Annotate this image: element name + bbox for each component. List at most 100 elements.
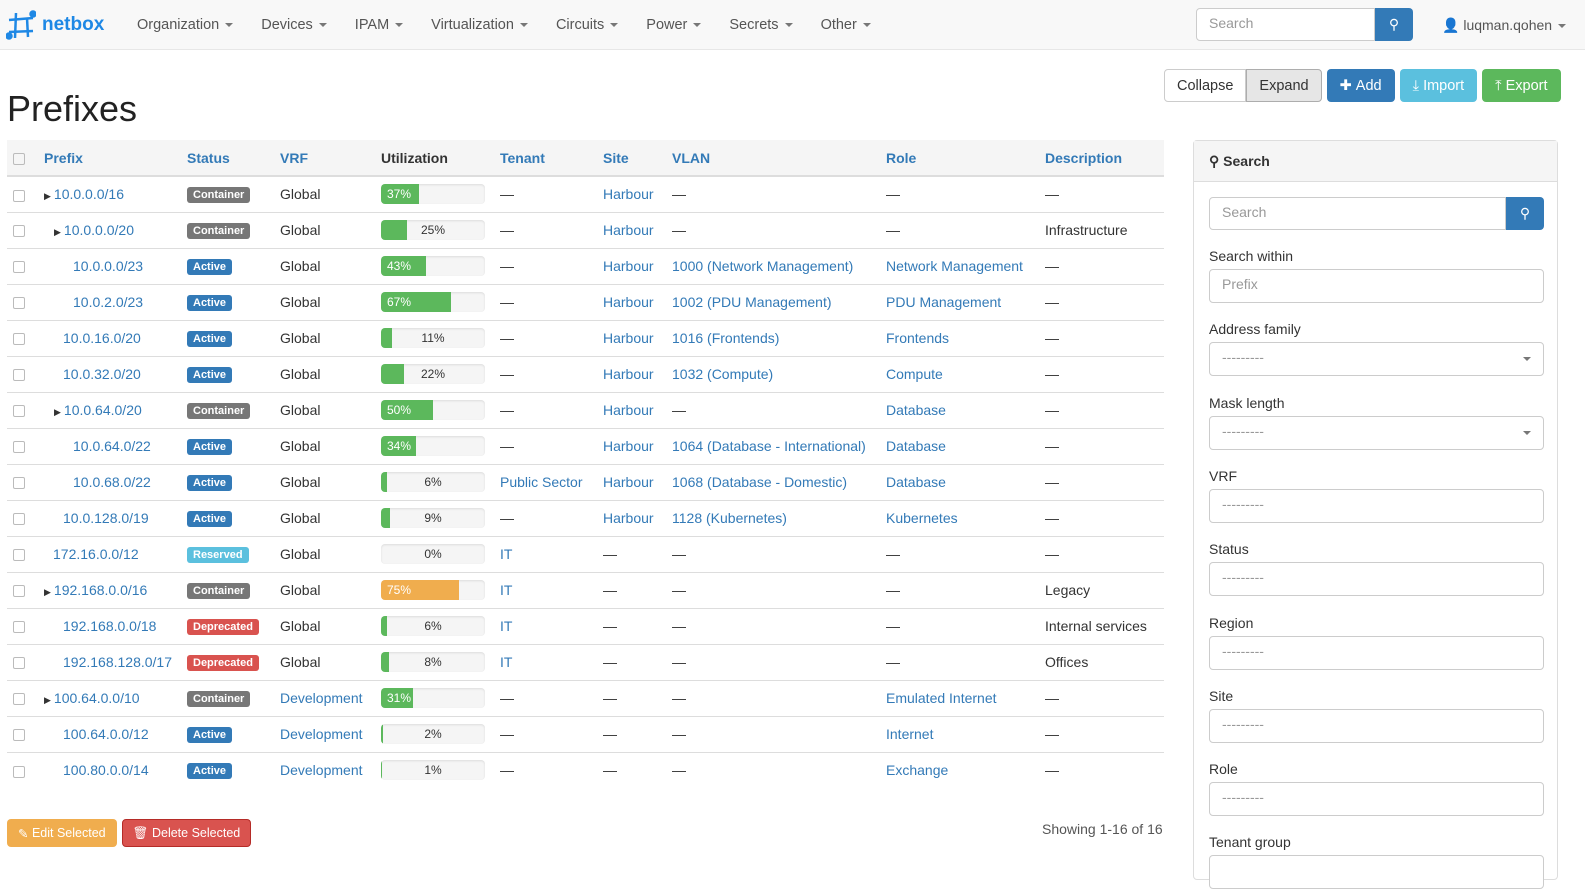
- prefix-link[interactable]: 10.0.0.0/23: [73, 258, 144, 274]
- row-checkbox[interactable]: [13, 297, 25, 310]
- role-link[interactable]: Kubernetes: [886, 510, 958, 526]
- site-link[interactable]: Harbour: [603, 366, 654, 382]
- column-tenant[interactable]: Tenant: [500, 140, 603, 177]
- sidebar-search-button[interactable]: ⚲: [1506, 197, 1544, 230]
- prefix-link[interactable]: 192.168.0.0/16: [53, 582, 148, 598]
- prefix-link[interactable]: 10.0.32.0/20: [63, 366, 141, 382]
- sidebar-search-input[interactable]: Search: [1209, 197, 1506, 230]
- row-checkbox[interactable]: [13, 621, 25, 634]
- prefix-link[interactable]: 10.0.16.0/20: [63, 330, 141, 346]
- column-role[interactable]: Role: [886, 140, 1045, 177]
- row-checkbox[interactable]: [13, 693, 25, 706]
- row-checkbox[interactable]: [13, 369, 25, 382]
- add-button[interactable]: ✚ Add: [1326, 69, 1395, 102]
- role-link[interactable]: Database: [886, 402, 946, 418]
- row-checkbox[interactable]: [13, 549, 25, 562]
- filter-mask-length-input[interactable]: ---------: [1209, 415, 1544, 450]
- site-link[interactable]: Harbour: [603, 438, 654, 454]
- column-prefix[interactable]: Prefix: [44, 140, 187, 177]
- prefix-link[interactable]: 10.0.68.0/22: [73, 474, 151, 490]
- export-button[interactable]: ⤒ Export: [1482, 69, 1561, 102]
- vlan-link[interactable]: 1002 (PDU Management): [672, 294, 832, 310]
- tenant-link[interactable]: Public Sector: [500, 474, 583, 490]
- prefix-link[interactable]: 192.168.0.0/18: [63, 618, 157, 634]
- tenant-link[interactable]: IT: [500, 546, 513, 562]
- site-link[interactable]: Harbour: [603, 294, 654, 310]
- role-link[interactable]: Frontends: [886, 330, 950, 346]
- expand-toggle-icon[interactable]: ▶: [44, 695, 51, 705]
- role-link[interactable]: Internet: [886, 726, 934, 742]
- prefix-link[interactable]: 172.16.0.0/12: [53, 546, 139, 562]
- expand-button[interactable]: Expand: [1246, 69, 1322, 102]
- row-checkbox[interactable]: [13, 657, 25, 670]
- prefix-link[interactable]: 100.64.0.0/10: [53, 690, 140, 706]
- user-menu[interactable]: 👤 luqman.qohen: [1442, 17, 1567, 34]
- tenant-link[interactable]: IT: [500, 582, 513, 598]
- role-link[interactable]: Database: [886, 438, 946, 454]
- filter-role-input[interactable]: ---------: [1209, 782, 1544, 817]
- tenant-link[interactable]: IT: [500, 654, 513, 670]
- row-checkbox[interactable]: [13, 441, 25, 454]
- expand-toggle-icon[interactable]: ▶: [44, 191, 51, 202]
- prefix-link[interactable]: 100.80.0.0/14: [63, 762, 149, 779]
- expand-toggle-icon[interactable]: ▶: [44, 587, 51, 597]
- filter-site-input[interactable]: ---------: [1209, 708, 1544, 743]
- tenant-link[interactable]: IT: [500, 618, 513, 634]
- vlan-link[interactable]: 1032 (Compute): [672, 366, 774, 382]
- select-all-checkbox[interactable]: [13, 152, 25, 165]
- column-site[interactable]: Site: [603, 140, 672, 177]
- column-vlan[interactable]: VLAN: [672, 140, 886, 177]
- vlan-link[interactable]: 1016 (Frontends): [672, 330, 780, 346]
- role-link[interactable]: Network Management: [886, 258, 1023, 274]
- prefix-link[interactable]: 10.0.0.0/16: [53, 186, 124, 203]
- menu-secrets[interactable]: Secrets: [729, 17, 793, 33]
- menu-other[interactable]: Other: [821, 17, 871, 33]
- prefix-link[interactable]: 10.0.2.0/23: [73, 294, 144, 310]
- site-link[interactable]: Harbour: [603, 402, 654, 418]
- vlan-link[interactable]: 1068 (Database - Domestic): [672, 474, 848, 490]
- filter-tenant-group-input[interactable]: [1209, 855, 1544, 889]
- vlan-link[interactable]: 1128 (Kubernetes): [672, 510, 787, 526]
- netbox-logo[interactable]: netbox: [6, 10, 104, 40]
- import-button[interactable]: ⤓ Import: [1399, 69, 1478, 102]
- site-link[interactable]: Harbour: [603, 474, 654, 490]
- vrf-link[interactable]: Development: [280, 726, 363, 742]
- vrf-link[interactable]: Development: [280, 762, 363, 779]
- menu-circuits[interactable]: Circuits: [556, 17, 619, 33]
- filter-search-within-input[interactable]: Prefix: [1209, 269, 1544, 303]
- role-link[interactable]: Exchange: [886, 762, 949, 779]
- role-link[interactable]: Database: [886, 474, 946, 490]
- prefix-link[interactable]: 100.64.0.0/12: [63, 726, 149, 742]
- menu-ipam[interactable]: IPAM: [355, 17, 404, 33]
- row-checkbox[interactable]: [13, 261, 25, 274]
- vrf-link[interactable]: Development: [280, 690, 363, 706]
- prefix-link[interactable]: 192.168.128.0/17: [63, 654, 172, 670]
- row-checkbox[interactable]: [13, 765, 25, 778]
- role-link[interactable]: Compute: [886, 366, 943, 382]
- row-checkbox[interactable]: [13, 405, 25, 418]
- edit-selected-button[interactable]: ✎ Edit Selected: [7, 819, 117, 847]
- row-checkbox[interactable]: [13, 513, 25, 526]
- nav-search-button[interactable]: ⚲: [1375, 8, 1413, 41]
- menu-devices[interactable]: Devices: [261, 17, 327, 33]
- menu-power[interactable]: Power: [646, 17, 702, 33]
- expand-toggle-icon[interactable]: ▶: [54, 407, 61, 417]
- column-status[interactable]: Status: [187, 140, 280, 177]
- role-link[interactable]: Emulated Internet: [886, 690, 997, 706]
- row-checkbox[interactable]: [13, 189, 25, 202]
- filter-vrf-input[interactable]: ---------: [1209, 488, 1544, 523]
- site-link[interactable]: Harbour: [603, 186, 654, 203]
- row-checkbox[interactable]: [13, 729, 25, 742]
- filter-region-input[interactable]: ---------: [1209, 635, 1544, 670]
- prefix-link[interactable]: 10.0.128.0/19: [63, 510, 149, 526]
- expand-toggle-icon[interactable]: ▶: [54, 227, 61, 237]
- role-link[interactable]: PDU Management: [886, 294, 1002, 310]
- site-link[interactable]: Harbour: [603, 510, 654, 526]
- row-checkbox[interactable]: [13, 477, 25, 490]
- row-checkbox[interactable]: [13, 225, 25, 238]
- site-link[interactable]: Harbour: [603, 258, 654, 274]
- vlan-link[interactable]: 1064 (Database - International): [672, 438, 866, 454]
- column-vrf[interactable]: VRF: [280, 140, 381, 177]
- collapse-button[interactable]: Collapse: [1164, 69, 1247, 102]
- vlan-link[interactable]: 1000 (Network Management): [672, 258, 854, 274]
